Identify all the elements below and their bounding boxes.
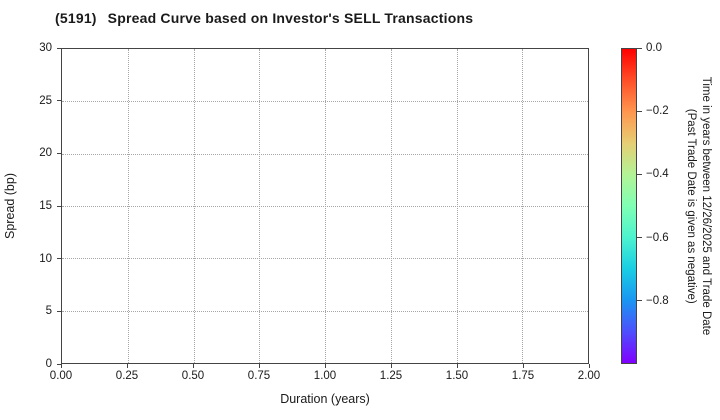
x-tick-mark	[60, 364, 62, 368]
x-tick-mark	[324, 364, 326, 368]
x-tick-label: 0.50	[181, 370, 205, 382]
y-tick-label: 15	[39, 200, 52, 212]
y-tick-mark	[57, 152, 61, 154]
y-gridline	[62, 206, 588, 207]
colorbar-tick-mark	[637, 47, 642, 49]
x-tick-mark	[522, 364, 524, 368]
y-tick-mark	[57, 363, 61, 365]
x-tick-label: 0.00	[49, 370, 73, 382]
x-axis-label: Duration (years)	[280, 392, 370, 406]
x-tick-mark	[258, 364, 260, 368]
y-gridline	[62, 101, 588, 103]
y-tick-mark	[57, 258, 61, 260]
chart-title-code: (5191)	[55, 10, 97, 26]
x-tick-mark	[192, 364, 194, 368]
colorbar-tick-label: −0.4	[646, 168, 669, 181]
y-tick-label: 5	[45, 305, 52, 318]
chart-title: (5191) Spread Curve based on Investor's S…	[55, 10, 473, 26]
x-tick-label: 1.00	[313, 370, 337, 382]
x-tick-label: 2.00	[577, 370, 601, 382]
y-tick-mark	[57, 205, 61, 207]
y-gridline	[62, 258, 588, 260]
colorbar-tick-mark	[637, 300, 642, 302]
y-tick-label: 20	[39, 147, 52, 160]
colorbar-tick-label: −0.8	[646, 294, 669, 307]
x-tick-mark	[588, 364, 590, 368]
colorbar-tick-label: −0.2	[646, 105, 669, 118]
y-gridline	[62, 310, 588, 312]
x-tick-label: 1.25	[379, 370, 403, 382]
chart-title-text: Spread Curve based on Investor's SELL Tr…	[107, 10, 474, 26]
y-tick-mark	[57, 310, 61, 312]
x-tick-label: 1.75	[511, 370, 535, 382]
y-gridline	[62, 153, 588, 155]
colorbar-tick-label: −0.6	[646, 231, 669, 244]
colorbar-tick-mark	[637, 173, 642, 175]
colorbar-axis-label-line1: Time in years between 12/26/2025 and Tra…	[700, 76, 712, 336]
x-tick-label: 1.50	[445, 370, 469, 382]
colorbar	[621, 48, 637, 364]
x-tick-label: 0.75	[247, 370, 271, 382]
colorbar-tick-mark	[637, 110, 642, 112]
colorbar-axis-label-line2: (Past Trade Date is given as negative)	[685, 108, 697, 304]
y-tick-label: 0	[45, 358, 52, 370]
x-tick-mark	[126, 364, 128, 368]
colorbar-axis-label: Time in years between 12/26/2025 and Tra…	[683, 77, 713, 336]
x-tick-mark	[390, 364, 392, 368]
colorbar-tick-mark	[637, 237, 642, 239]
colorbar-tick-label: 0.0	[646, 42, 662, 54]
y-tick-label: 30	[39, 42, 52, 54]
y-tick-label: 25	[39, 94, 52, 107]
y-tick-label: 10	[39, 252, 52, 265]
y-tick-mark	[57, 100, 61, 102]
colorbar-gradient	[622, 49, 636, 363]
plot-area	[61, 48, 589, 364]
y-tick-mark	[57, 47, 61, 49]
x-tick-mark	[456, 364, 458, 368]
x-tick-label: 0.25	[115, 370, 139, 382]
